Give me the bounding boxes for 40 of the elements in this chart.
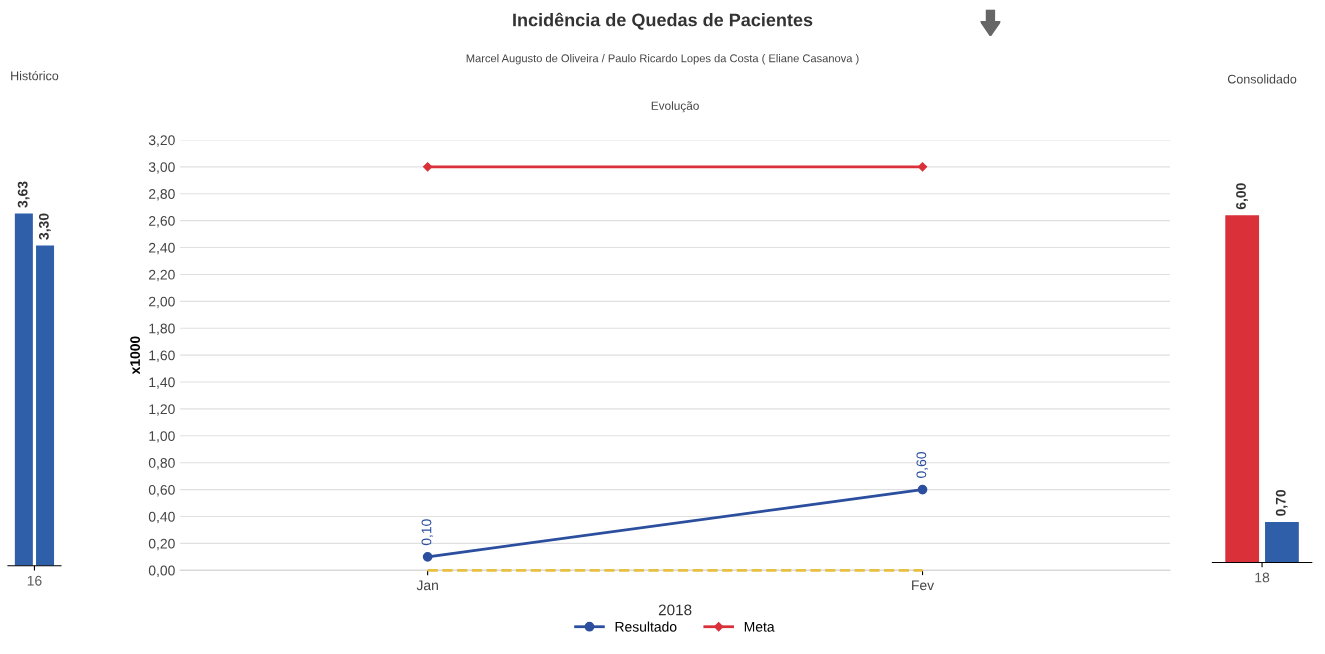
y-tick-label: 1,80 [149, 323, 175, 336]
chart-title: Incidência de Quedas de Pacientes [513, 12, 813, 30]
y-tick-label: 0,20 [148, 538, 175, 551]
y-tick-label: 0,60 [148, 484, 175, 497]
data-label: 0,10 [421, 519, 434, 546]
point [917, 484, 928, 495]
x-tick-label: Jan [416, 580, 438, 591]
y-tick-label: 2,60 [149, 215, 175, 228]
y-tick-label: 1,60 [149, 350, 175, 362]
data-label: 6,00 [1236, 183, 1248, 210]
y-tick-label: 0,00 [148, 565, 175, 578]
point [423, 162, 433, 172]
y-axis-title: x1000 [130, 336, 141, 375]
y-tick-label: 2,40 [149, 242, 175, 255]
x-tick-label: 18 [1255, 572, 1270, 583]
y-tick-label: 3,20 [148, 135, 175, 147]
x-tick-label: 16 [27, 575, 42, 586]
x-axis-title: 2018 [658, 604, 692, 616]
point [917, 162, 928, 172]
y-tick-label: 3,00 [148, 162, 175, 174]
y-tick-label: 2,00 [149, 296, 175, 309]
chart-title: Consolidado [1227, 74, 1297, 84]
y-tick-label: 2,20 [149, 269, 175, 282]
y-tick-label: 1,20 [149, 404, 175, 416]
point [422, 551, 433, 562]
chart-title: Histórico [11, 70, 59, 81]
data-label: 0,60 [916, 452, 928, 478]
y-tick-label: 0,40 [148, 511, 175, 524]
data-label: 3,63 [17, 181, 30, 208]
y-tick-label: 0,80 [148, 458, 175, 470]
text: Evolução [651, 101, 699, 113]
y-tick-label: 1,00 [149, 431, 175, 443]
data-label: 0,70 [1275, 489, 1288, 516]
chart-subtitle: Marcel Augusto de Oliveira / Paulo Ricardo Lopes da Costa ( Eliane Casanova ) [466, 54, 859, 65]
x-tick-label: Fev [912, 580, 935, 591]
legend-label: Meta [744, 622, 775, 632]
data-label: 3,30 [38, 213, 51, 240]
legend-label: Resultado [615, 621, 677, 632]
y-tick-label: 2,80 [149, 189, 175, 201]
y-tick-label: 1,40 [149, 377, 175, 389]
